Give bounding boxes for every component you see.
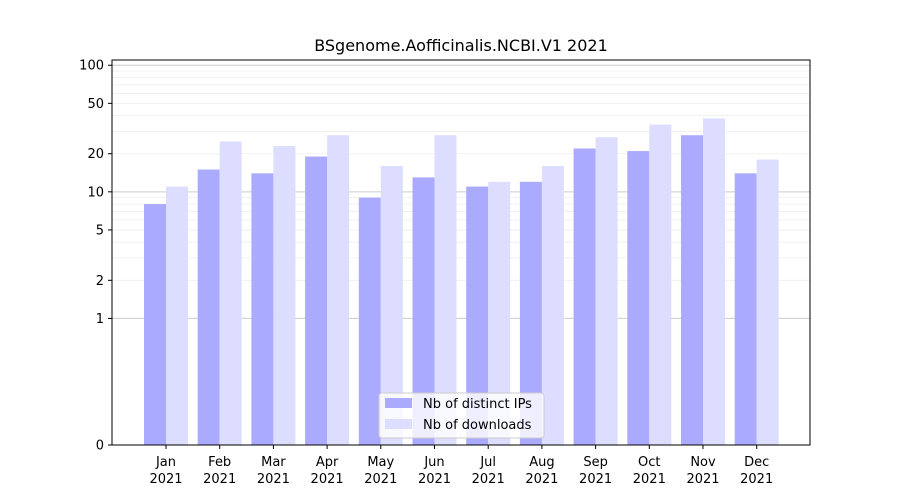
axes-layer: 0 1 2 5 10 20 50 100 Jan 2021 Feb 2021 Mar 2021 Apr 202…: [79, 59, 811, 487]
x-tick-label-year: 2021: [311, 472, 344, 487]
x-tick-label-month: Jul: [479, 455, 496, 470]
legend-frame: [378, 392, 545, 439]
chart-title: BSgenome.Aofficinalis.NCBI.V1 2021: [314, 36, 608, 55]
bar-downloads-apr: [327, 135, 350, 445]
bar-distinct-ips-may: [358, 197, 381, 445]
x-tick-label-year: 2021: [364, 472, 397, 487]
x-tick-label-month: Nov: [690, 455, 716, 470]
x-tick-label-month: Oct: [638, 455, 660, 470]
x-tick-label-month: Apr: [316, 455, 339, 470]
bar-distinct-ips-jun: [412, 177, 435, 446]
x-tick-label-year: 2021: [686, 472, 719, 487]
bar-downloads-mar: [273, 146, 296, 445]
x-tick-label-month: Sep: [583, 455, 608, 470]
x-tick-label-month: Feb: [208, 455, 231, 470]
bar-distinct-ips-apr: [305, 156, 328, 446]
bar-distinct-ips-jul: [466, 186, 489, 446]
bar-downloads-nov: [703, 118, 725, 445]
bar-downloads-jul: [488, 181, 511, 445]
bar-downloads-oct: [649, 124, 672, 445]
bars-layer: [144, 118, 779, 446]
x-tick-label-year: 2021: [633, 472, 666, 487]
legend-swatch-distinct-ips: [385, 398, 412, 408]
bar-downloads-dec: [756, 159, 779, 445]
y-tick-label: 50: [87, 97, 104, 112]
bar-distinct-ips-oct: [627, 151, 650, 445]
bar-distinct-ips-aug: [519, 181, 542, 445]
y-tick-label: 1: [96, 312, 104, 327]
plot-frame: [111, 59, 811, 446]
y-tick-label: 0: [96, 439, 104, 454]
legend-swatch-downloads: [385, 419, 412, 429]
bar-downloads-may: [380, 165, 403, 446]
y-tick-label: 5: [96, 223, 104, 238]
x-tick-label-year: 2021: [418, 472, 451, 487]
x-tick-label-month: Dec: [744, 455, 769, 470]
x-tick-label-month: Aug: [529, 455, 554, 470]
bar-distinct-ips-nov: [681, 135, 703, 445]
bar-distinct-ips-sep: [573, 148, 596, 445]
y-tick-label: 10: [87, 185, 104, 200]
x-tick-label-month: Jun: [423, 455, 444, 470]
x-tick-label-year: 2021: [203, 472, 236, 487]
x-tick-label-year: 2021: [740, 472, 773, 487]
y-tick-label: 2: [96, 274, 104, 289]
y-tick-label: 20: [87, 147, 104, 162]
bar-distinct-ips-mar: [251, 173, 274, 445]
legend-label-distinct-ips: Nb of distinct IPs: [423, 397, 532, 412]
bar-distinct-ips-dec: [734, 173, 757, 445]
bar-distinct-ips-feb: [197, 169, 220, 445]
x-tick-label-year: 2021: [579, 472, 612, 487]
legend-label-downloads: Nb of downloads: [423, 418, 532, 433]
bar-downloads-sep: [595, 137, 618, 446]
bar-downloads-aug: [541, 165, 564, 446]
x-tick-label-month: Mar: [261, 455, 286, 470]
x-tick-label-month: May: [367, 455, 394, 470]
bar-downloads-feb: [219, 141, 242, 445]
x-tick-label-year: 2021: [472, 472, 505, 487]
legend: Nb of distinct IPs Nb of downloads: [378, 392, 545, 439]
x-tick-label-year: 2021: [257, 472, 290, 487]
x-tick-label-year: 2021: [525, 472, 558, 487]
bar-downloads-jun: [434, 135, 457, 445]
x-tick-label-month: Jan: [155, 455, 176, 470]
x-tick-label-year: 2021: [149, 472, 182, 487]
bar-downloads-jan: [166, 186, 188, 446]
y-tick-label: 100: [79, 59, 104, 74]
bar-distinct-ips-jan: [144, 204, 166, 445]
